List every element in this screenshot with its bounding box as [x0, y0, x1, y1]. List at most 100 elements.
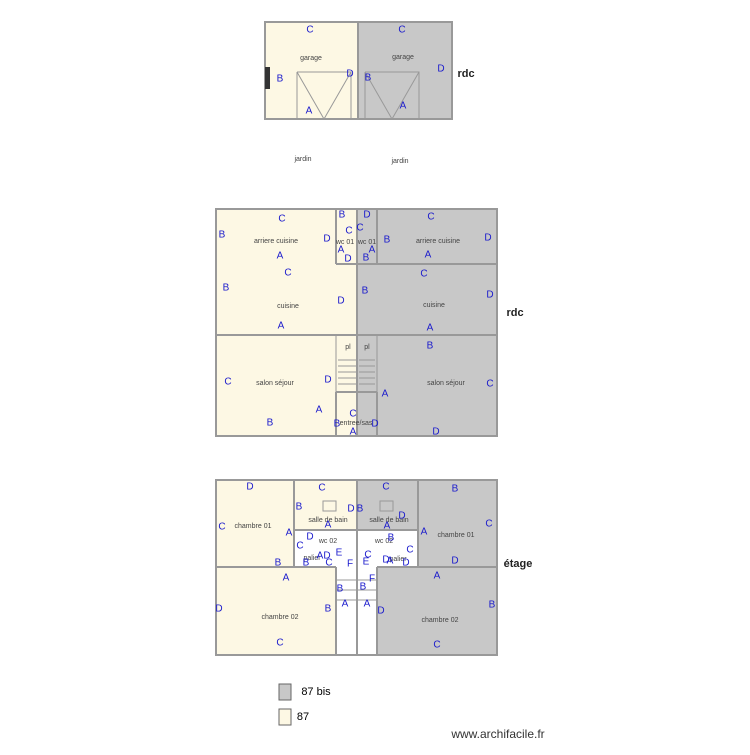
wall-label: D — [337, 296, 344, 307]
steps — [336, 579, 376, 601]
wall-label: B — [489, 600, 496, 611]
room-label: cuisine — [423, 302, 445, 309]
wall-label: B — [388, 533, 395, 544]
wall-label: A — [434, 571, 441, 582]
room-label: chambre 02 — [422, 617, 459, 624]
house-right — [356, 208, 498, 437]
wall-label: D — [324, 375, 331, 386]
room — [377, 567, 497, 655]
wall-label: A — [316, 405, 323, 416]
wall-label: D — [323, 234, 330, 245]
wall-label: D — [486, 290, 493, 301]
wall-label: F — [369, 574, 375, 585]
room-label: salon séjour — [256, 380, 294, 387]
wall-label: D — [371, 419, 378, 430]
wall-label: C — [356, 223, 363, 234]
wall-label: C — [218, 522, 225, 533]
garage-door — [296, 71, 352, 121]
wall-label: D — [363, 210, 370, 221]
room — [294, 480, 357, 530]
room — [357, 480, 418, 530]
wall-label: C — [306, 25, 313, 36]
wall-label: B — [334, 419, 341, 430]
room-label: palier — [389, 556, 407, 563]
wall-label: C — [433, 640, 440, 651]
wall-label: A — [384, 521, 391, 532]
room-label: salle de bain — [369, 517, 408, 524]
wall-label: A — [350, 427, 357, 438]
wall-label: B — [337, 584, 344, 595]
wall-label: C — [485, 519, 492, 530]
level-label: rdc — [457, 68, 474, 80]
wall-label: C — [284, 268, 291, 279]
garage-right — [357, 21, 453, 120]
wall-label: B — [219, 230, 226, 241]
wall-label: A — [421, 527, 428, 538]
wall-label: F — [347, 559, 353, 570]
walls — [215, 479, 498, 656]
room-label: arriere cuisine — [254, 238, 298, 245]
wall-label: D — [347, 504, 354, 515]
wall-label: B — [277, 74, 284, 85]
outside-label: jardin — [293, 156, 311, 163]
wall-label: D — [451, 556, 458, 567]
wall-label: A — [286, 528, 293, 539]
wall-label: C — [349, 409, 356, 420]
room-label: salon séjour — [427, 380, 465, 387]
wall-label: B — [275, 558, 282, 569]
wall-label: B — [325, 604, 332, 615]
room-label: chambre 01 — [438, 532, 475, 539]
wall-label: B — [267, 418, 274, 429]
room-label: salle de bain — [308, 517, 347, 524]
footer: www.archifacile.fr — [450, 727, 544, 741]
wall-label: C — [296, 541, 303, 552]
sink — [322, 500, 337, 512]
wall-label: D — [484, 233, 491, 244]
wall-label: A — [400, 101, 407, 112]
wall-label: D — [344, 254, 351, 265]
wall-label: C — [224, 377, 231, 388]
wall-label: C — [486, 379, 493, 390]
legend-label: 87 bis — [301, 686, 331, 698]
wall-label: A — [369, 245, 376, 256]
room-label: chambre 02 — [262, 614, 299, 621]
sink — [379, 500, 394, 512]
legend-label: 87 — [297, 711, 309, 723]
wall-label: D — [437, 64, 444, 75]
wall-label: B — [452, 484, 459, 495]
wall-label: D — [246, 482, 253, 493]
room-label: wc 02 — [374, 538, 393, 545]
garage-left — [264, 21, 359, 120]
wall-label: A — [277, 251, 284, 262]
wall-label: B — [360, 582, 367, 593]
wall-label: C — [382, 482, 389, 493]
wall-label: B — [384, 235, 391, 246]
wall-label: B — [363, 253, 370, 264]
legend-swatch — [278, 683, 292, 701]
wall-label: B — [303, 558, 310, 569]
wall-label: B — [427, 341, 434, 352]
level-label: étage — [504, 558, 533, 570]
wall-label: C — [276, 638, 283, 649]
wall-label: B — [357, 504, 364, 515]
garage-door — [364, 71, 420, 121]
room-label: arriere cuisine — [416, 238, 460, 245]
wall-label: D — [215, 604, 222, 615]
room-label: pl — [345, 344, 351, 351]
wall-label: D — [398, 511, 405, 522]
wall-label: C — [427, 212, 434, 223]
wall-label: C — [318, 483, 325, 494]
door — [265, 67, 270, 89]
wall-label: B — [296, 502, 303, 513]
room-label: pl — [364, 344, 370, 351]
wall-label: A — [306, 106, 313, 117]
level-label: rdc — [506, 307, 523, 319]
wall-label: D — [402, 558, 409, 569]
wall-label: D — [306, 532, 313, 543]
room-label: wc 02 — [318, 538, 337, 545]
room-label: garage — [300, 55, 322, 62]
room-label: chambre 01 — [235, 523, 272, 530]
wall-label: D — [432, 427, 439, 438]
wall-label: A — [364, 599, 371, 610]
